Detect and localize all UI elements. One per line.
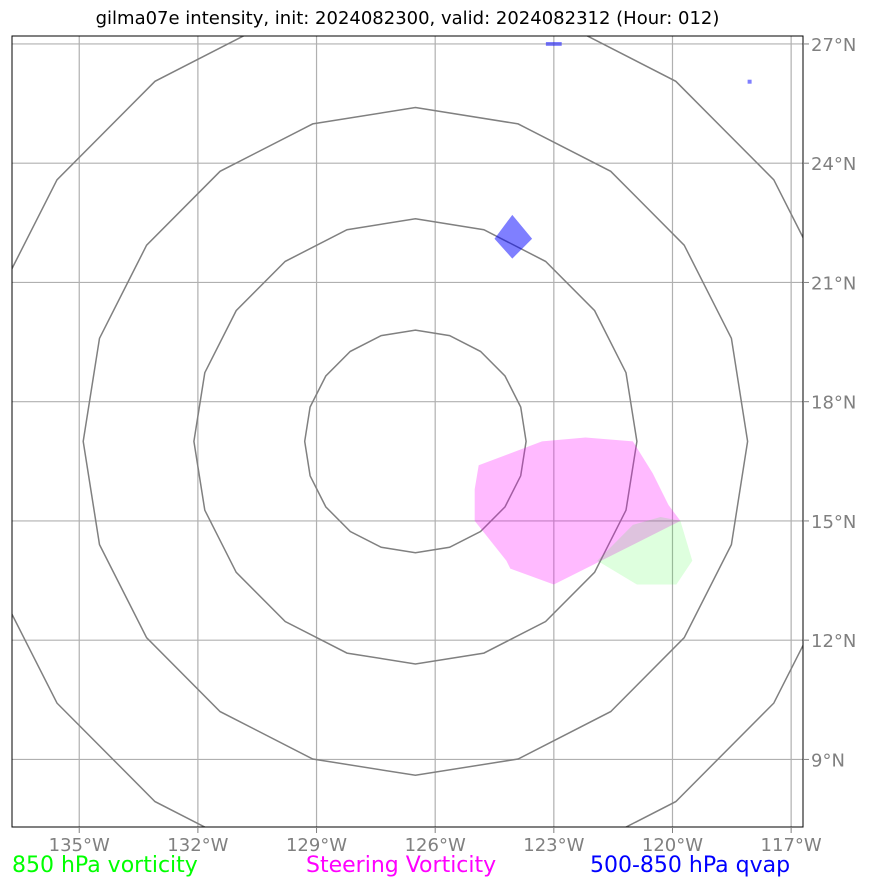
lat-tick-label: 27°N (811, 35, 856, 56)
qvap-region-main (494, 214, 533, 259)
lat-tick-label: 21°N (811, 273, 856, 294)
lon-tick-label: 123°W (523, 835, 584, 856)
lon-tick-label: 126°W (405, 835, 466, 856)
lat-tick-label: 9°N (811, 750, 845, 771)
plot-area (12, 36, 803, 827)
range-ring (303, 329, 527, 554)
lat-tick-label: 12°N (811, 631, 856, 652)
plot-frame (11, 35, 804, 828)
lon-tick-label: 135°W (49, 835, 110, 856)
lon-tick-label: 132°W (167, 835, 228, 856)
lat-tick-label: 15°N (811, 512, 856, 533)
map-title: gilma07e intensity, init: 2024082300, va… (95, 8, 720, 29)
lon-tick-label: 120°W (642, 835, 703, 856)
lat-tick-label: 18°N (811, 393, 856, 414)
lat-tick-label: 24°N (811, 154, 856, 175)
steering-vorticity-region (474, 437, 681, 585)
qvap-region-top (545, 42, 562, 46)
vorticity-850-region (597, 517, 693, 585)
qvap-region-east (747, 79, 752, 84)
legend-850-vorticity: 850 hPa vorticity (12, 853, 198, 878)
range-ring (193, 218, 638, 665)
legend-steering-vorticity: Steering Vorticity (306, 853, 497, 878)
lon-tick-label: 117°W (761, 835, 822, 856)
legend-qvap: 500-850 hPa qvap (590, 853, 791, 878)
range-ring (82, 106, 749, 777)
lon-tick-label: 129°W (286, 835, 347, 856)
range-ring (12, 36, 803, 827)
